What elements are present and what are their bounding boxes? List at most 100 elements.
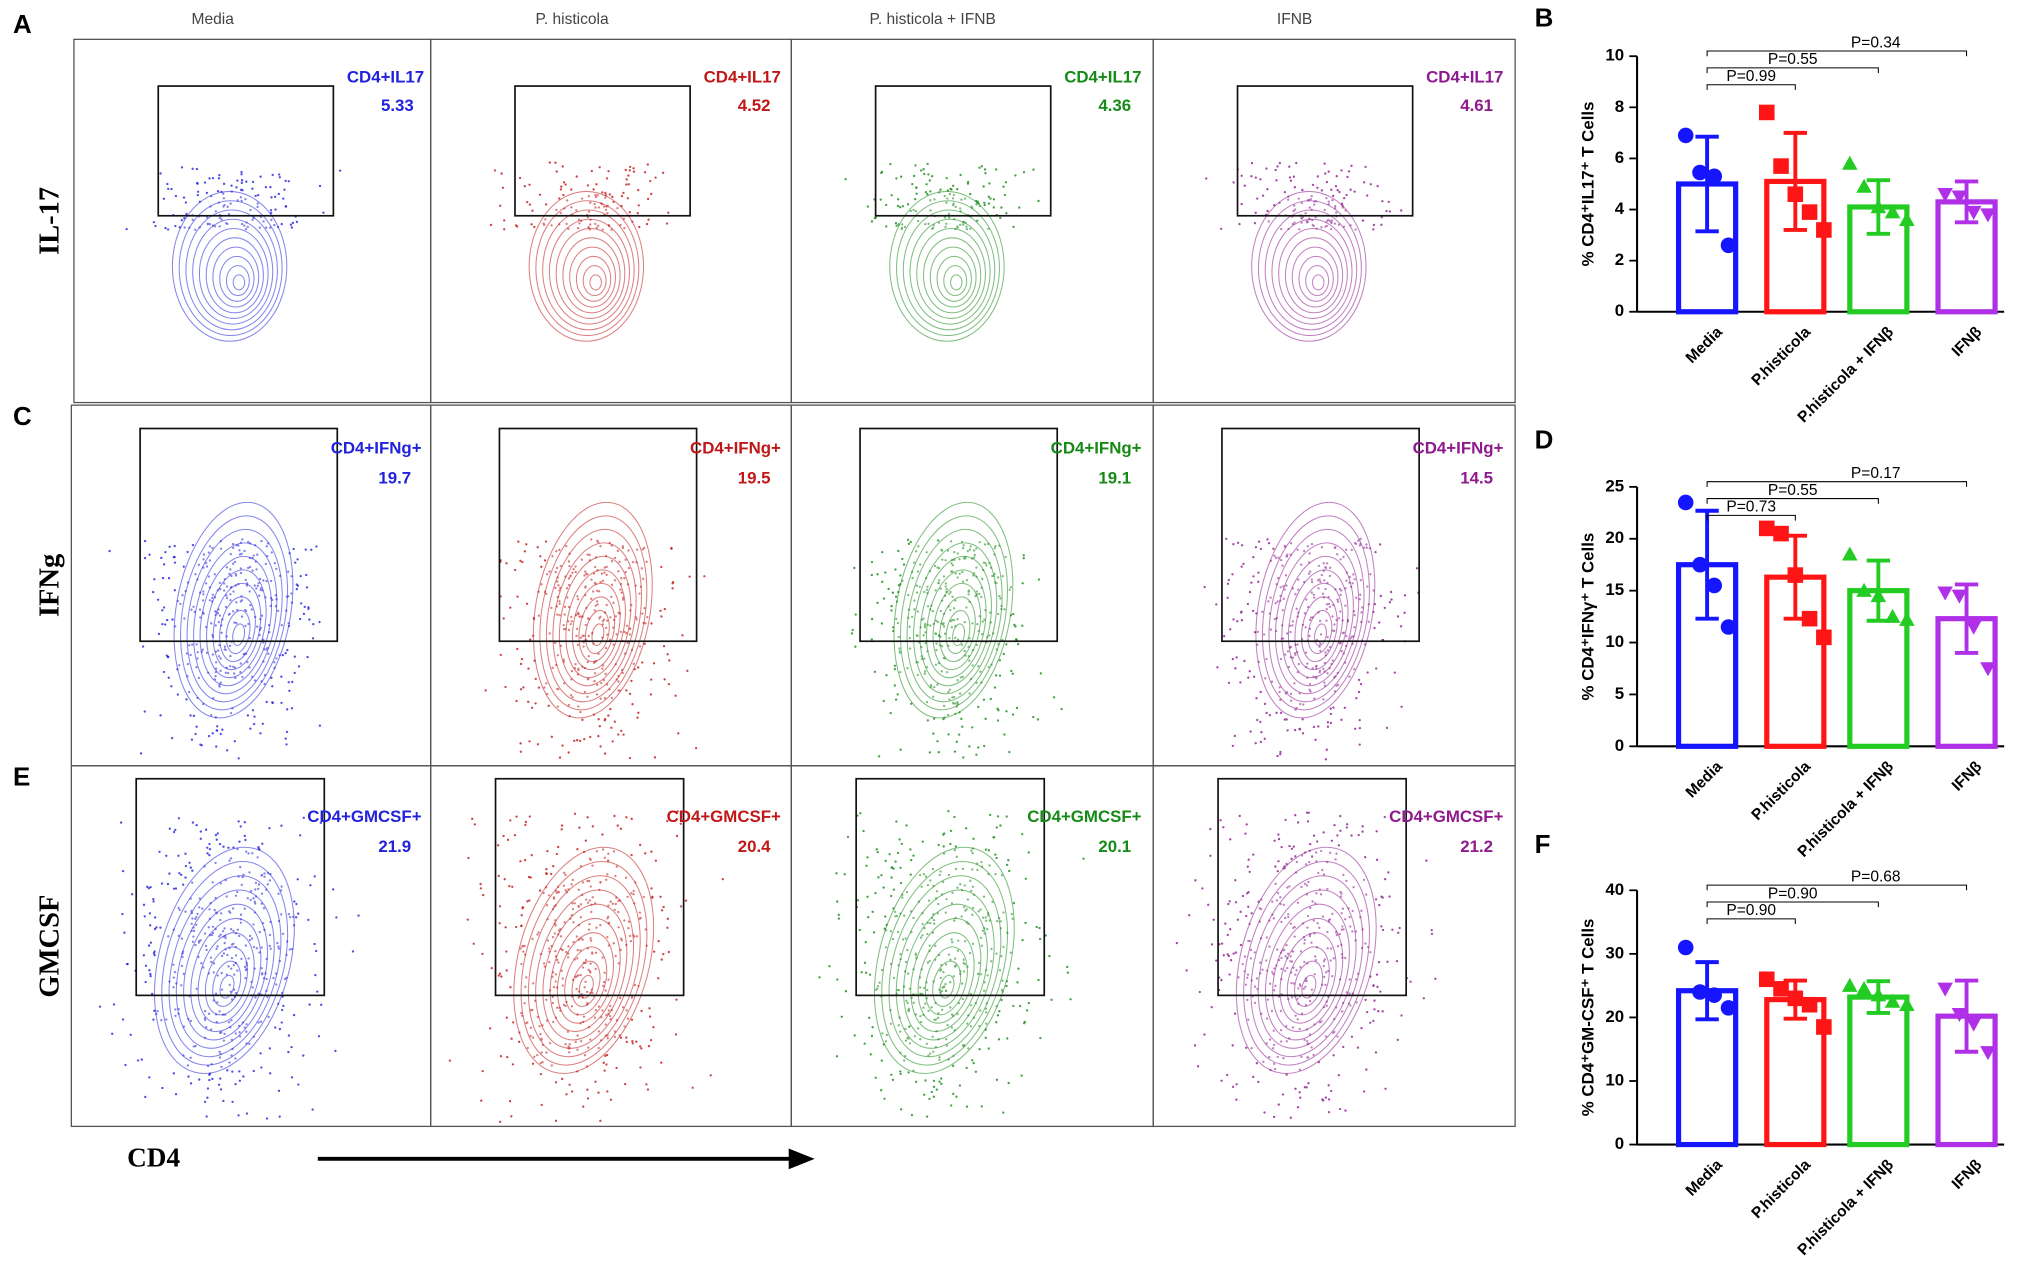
- event-dot: [660, 1061, 663, 1064]
- event-dot: [216, 1001, 219, 1004]
- event-dot: [632, 889, 635, 893]
- event-dot: [196, 651, 199, 654]
- contour-line: [212, 246, 260, 308]
- event-dot: [1011, 672, 1014, 675]
- contour-line: [535, 889, 635, 1049]
- event-dot: [561, 1077, 564, 1081]
- event-dot: [873, 670, 876, 674]
- event-dot: [942, 622, 945, 625]
- event-dot: [560, 824, 564, 827]
- event-dot: [1060, 707, 1063, 711]
- event-dot: [630, 817, 633, 820]
- event-dot: [176, 693, 180, 696]
- event-dot: [567, 751, 570, 754]
- event-dot: [603, 856, 606, 859]
- contour-line: [528, 190, 645, 342]
- data-point: [1842, 155, 1858, 170]
- event-dot: [995, 826, 998, 829]
- data-point: [1692, 164, 1708, 181]
- event-dot: [890, 894, 893, 898]
- event-dot: [571, 878, 575, 882]
- event-dot: [627, 183, 630, 186]
- event-dot: [936, 539, 940, 542]
- contour-line: [591, 623, 605, 647]
- event-dot: [598, 166, 601, 169]
- event-dot: [190, 922, 193, 925]
- event-dot: [914, 197, 917, 201]
- event-dot: [222, 589, 226, 592]
- event-dot: [610, 726, 613, 729]
- event-dot: [208, 853, 211, 857]
- event-dot: [622, 191, 625, 195]
- event-dot: [647, 1044, 651, 1048]
- event-dot: [1308, 634, 1311, 638]
- event-dot: [523, 550, 527, 553]
- event-dot: [586, 184, 590, 187]
- contour-plot: [448, 810, 724, 1124]
- event-dot: [604, 196, 607, 199]
- event-dot: [265, 226, 268, 229]
- column-header: P. histicola: [535, 11, 609, 28]
- event-dot: [1240, 202, 1243, 206]
- event-dot: [506, 838, 510, 842]
- event-dot: [293, 671, 296, 675]
- event-dot: [244, 838, 247, 842]
- event-dot: [956, 638, 960, 641]
- event-dot: [580, 197, 584, 200]
- event-dot: [505, 1016, 508, 1019]
- event-dot: [561, 977, 564, 980]
- event-dot: [993, 547, 996, 550]
- event-dot: [232, 929, 235, 933]
- event-dot: [568, 1051, 571, 1054]
- event-dot: [866, 205, 869, 208]
- event-dot: [242, 1075, 245, 1078]
- event-dot: [1293, 204, 1296, 207]
- event-dot: [594, 604, 597, 607]
- data-point: [1787, 186, 1804, 202]
- event-dot: [876, 573, 879, 576]
- event-dot: [1234, 667, 1237, 670]
- event-dot: [562, 1003, 566, 1007]
- event-dot: [166, 228, 170, 231]
- contour-plot: [125, 166, 342, 342]
- event-dot: [984, 717, 987, 720]
- event-dot: [952, 1064, 955, 1067]
- event-dot: [124, 1063, 127, 1067]
- event-dot: [184, 864, 188, 868]
- event-dot: [630, 1018, 634, 1021]
- event-dot: [605, 626, 608, 630]
- event-dot: [523, 185, 527, 188]
- event-dot: [610, 583, 614, 586]
- event-dot: [570, 669, 574, 673]
- event-dot: [1322, 562, 1325, 565]
- event-dot: [269, 1072, 272, 1075]
- event-dot: [613, 1035, 617, 1039]
- event-dot: [558, 600, 561, 603]
- event-dot: [897, 584, 901, 587]
- event-dot: [541, 1061, 544, 1064]
- contour-line: [219, 974, 235, 999]
- event-dot: [1235, 1098, 1238, 1101]
- event-dot: [899, 1108, 903, 1111]
- event-dot: [1273, 839, 1276, 842]
- y-tick-label: 2: [1615, 250, 1624, 269]
- event-dot: [966, 182, 970, 185]
- event-dot: [577, 667, 580, 670]
- event-dot: [1301, 718, 1304, 721]
- event-dot: [594, 206, 597, 209]
- event-dot: [223, 927, 226, 930]
- event-dot: [1227, 902, 1230, 906]
- event-dot: [987, 1047, 990, 1050]
- event-dot: [663, 607, 666, 611]
- event-dot: [960, 717, 963, 720]
- event-dot: [523, 1001, 526, 1005]
- event-dot: [567, 956, 570, 959]
- event-dot: [1384, 1087, 1387, 1090]
- event-dot: [662, 905, 665, 909]
- event-dot: [536, 743, 540, 746]
- event-dot: [548, 161, 552, 164]
- event-dot: [556, 580, 559, 583]
- event-dot: [1232, 181, 1235, 184]
- event-dot: [621, 1006, 625, 1009]
- event-dot: [1366, 585, 1369, 588]
